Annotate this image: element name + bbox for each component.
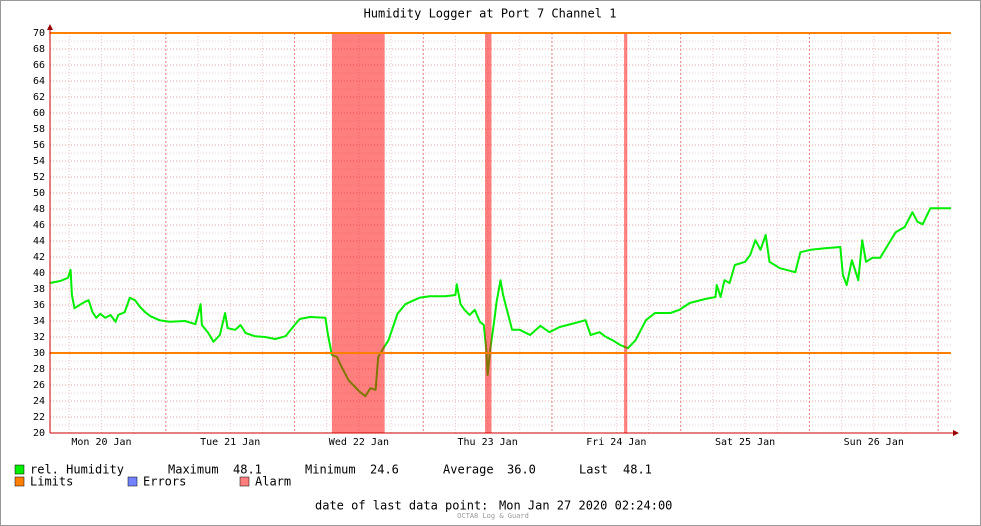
legend-swatch [127, 476, 138, 487]
y-tick-label: 60 [33, 108, 45, 119]
y-tick-label: 54 [33, 156, 45, 167]
y-tick-label: 44 [33, 236, 45, 247]
y-tick-label: 70 [33, 28, 45, 39]
y-tick-label: 32 [33, 332, 45, 343]
data-line [49, 207, 951, 398]
stat-value: 36.0 [507, 463, 536, 477]
y-tick-label: 22 [33, 412, 45, 423]
stat-value: 48.1 [623, 463, 652, 477]
y-tick-label: 66 [33, 60, 45, 71]
alarm-band [624, 33, 628, 433]
y-tick-label: 30 [33, 348, 45, 359]
y-tick-label: 68 [33, 44, 45, 55]
stat-name: Last [579, 463, 608, 477]
x-arrow [953, 430, 959, 436]
x-tick-label: Thu 23 Jan [458, 437, 518, 448]
y-tick-label: 34 [33, 316, 45, 327]
stat-name: Minimum [305, 463, 356, 477]
y-arrow [47, 24, 53, 30]
y-tick-label: 52 [33, 172, 45, 183]
y-tick-label: 24 [33, 396, 45, 407]
credit: OCTA8 Log & Guard [457, 512, 529, 520]
y-tick-label: 56 [33, 140, 45, 151]
footer-label: date of last data point: [315, 499, 488, 513]
legend-label: Alarm [255, 475, 291, 489]
stat-name: Average [443, 463, 494, 477]
y-tick-label: 62 [33, 92, 45, 103]
legend-swatch [14, 476, 25, 487]
x-tick-label: Sat 25 Jan [715, 437, 775, 448]
y-tick-label: 36 [33, 300, 45, 311]
y-tick-label: 46 [33, 220, 45, 231]
x-tick-label: Sun 26 Jan [844, 437, 904, 448]
x-tick-label: Mon 20 Jan [71, 437, 131, 448]
stat-value: 48.1 [233, 463, 262, 477]
y-tick-label: 48 [33, 204, 45, 215]
stat-name: Maximum [168, 463, 219, 477]
y-tick-label: 20 [33, 428, 45, 439]
stat-value: 24.6 [370, 463, 399, 477]
footer-value: Mon Jan 27 2020 02:24:00 [499, 499, 672, 513]
y-tick-label: 42 [33, 252, 45, 263]
alarm-band [331, 33, 385, 433]
y-tick-label: 38 [33, 284, 45, 295]
x-tick-label: Tue 21 Jan [200, 437, 260, 448]
x-tick-label: Wed 22 Jan [329, 437, 389, 448]
y-tick-label: 40 [33, 268, 45, 279]
alarm-band [485, 33, 492, 433]
legend-swatch [239, 476, 250, 487]
y-tick-label: 26 [33, 380, 45, 391]
legend-label: Errors [143, 475, 186, 489]
x-tick-label: Fri 24 Jan [586, 437, 646, 448]
legend-label: Limits [30, 475, 73, 489]
y-tick-label: 50 [33, 188, 45, 199]
marks [49, 32, 951, 433]
legend-swatch [14, 464, 25, 475]
y-tick-label: 58 [33, 124, 45, 135]
chart-title: Humidity Logger at Port 7 Channel 1 [364, 7, 617, 21]
y-tick-label: 28 [33, 364, 45, 375]
legend-label: rel. Humidity [30, 463, 124, 477]
y-tick-label: 64 [33, 76, 45, 87]
grid [50, 32, 951, 434]
